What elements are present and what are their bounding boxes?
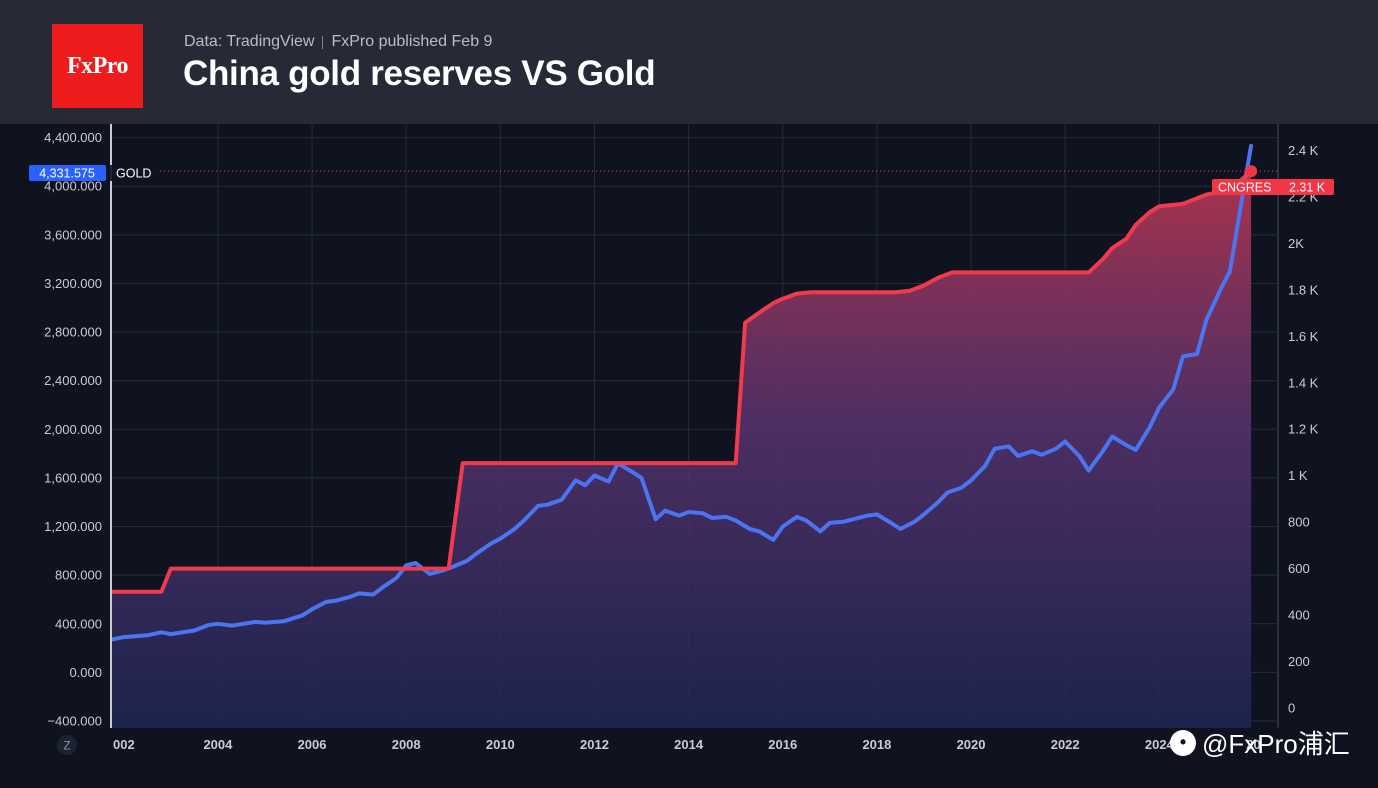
weibo-icon: • [1170, 729, 1196, 756]
right-tick-label: 2K [1288, 236, 1304, 251]
source-line: Data: TradingView FxPro published Feb 9 [184, 33, 492, 51]
gold-value-badge: 4,331.575 GOLD [29, 165, 160, 181]
right-tick-label: 1 K [1288, 468, 1308, 483]
left-tick-label: 0.000 [69, 665, 102, 680]
x-tick-label: 2014 [674, 737, 704, 752]
x-tick-label: 2004 [203, 737, 233, 752]
right-tick-label: 800 [1288, 515, 1310, 530]
left-tick-label: 1,600.000 [44, 470, 102, 485]
left-tick-label: 2,000.000 [44, 422, 102, 437]
left-tick-label: 3,200.000 [44, 276, 102, 291]
fxpro-logo: FxPro [52, 24, 143, 108]
meta-separator [322, 35, 324, 49]
reserves-last-point[interactable] [1245, 165, 1258, 178]
reserves-area-fill [112, 171, 1252, 728]
left-tick-label: 400.000 [55, 616, 102, 631]
x-tick-label: 002 [113, 737, 135, 752]
reserves-line[interactable] [112, 169, 1254, 594]
x-tick-label: 2022 [1051, 737, 1080, 752]
zoom-reset-button[interactable]: Z [57, 735, 77, 755]
left-tick-label: 2,800.000 [44, 325, 102, 340]
x-tick-label: 2010 [486, 737, 515, 752]
gold-price-line[interactable] [112, 143, 1254, 642]
gold-last-value: 4,331.575 [39, 167, 95, 181]
right-tick-label: 600 [1288, 561, 1310, 576]
chart-title: China gold reserves VS Gold [183, 54, 656, 93]
left-tick-label: 2,400.000 [44, 373, 102, 388]
x-tick-label: 2020 [957, 737, 986, 752]
left-tick-label: 4,400.000 [44, 130, 102, 145]
x-tick-label: 2016 [768, 737, 797, 752]
left-tick-label: 1,200.000 [44, 519, 102, 534]
left-tick-label: 3,600.000 [44, 227, 102, 242]
data-source: Data: TradingView [184, 33, 315, 50]
x-tick-label: 2024 [1145, 737, 1175, 752]
left-axis-labels: 4,400.000 4,000.000 3,600.000 3,200.000 2,80… [44, 130, 102, 728]
reserves-value-badge: CNGRES 2.31 K [1212, 179, 1334, 195]
x-tick-label: 2012 [580, 737, 609, 752]
right-tick-label: 1.6 K [1288, 329, 1319, 344]
right-tick-label: 400 [1288, 608, 1310, 623]
x-tick-label: 2018 [862, 737, 891, 752]
x-tick-label: 2008 [392, 737, 421, 752]
reserves-series-label: CNGRES [1218, 181, 1271, 195]
x-tick-label: 2006 [298, 737, 327, 752]
right-tick-label: 200 [1288, 654, 1310, 669]
gold-series-label: GOLD [116, 167, 151, 181]
left-tick-label: 4,000.000 [44, 179, 102, 194]
right-tick-label: 1.4 K [1288, 375, 1319, 390]
x-tick-label: 20 [1246, 737, 1260, 752]
reserves-last-value: 2.31 K [1289, 181, 1326, 195]
publish-date: FxPro published Feb 9 [331, 33, 493, 50]
chart-area[interactable]: 4,400.000 4,000.000 3,600.000 3,200.000 2,80… [0, 124, 1378, 788]
left-tick-label: −400.000 [47, 714, 102, 729]
watermark: • @FxPro浦汇 [1170, 724, 1350, 761]
right-tick-label: 1.8 K [1288, 282, 1319, 297]
zoom-z-icon: Z [63, 739, 70, 753]
right-tick-label: 2.4 K [1288, 143, 1319, 158]
right-tick-label: 1.2 K [1288, 422, 1319, 437]
left-tick-label: 800.000 [55, 568, 102, 583]
watermark-text: @FxPro浦汇 [1202, 729, 1350, 759]
x-axis-labels: 002 2004 2006 2008 2010 2012 2014 2016 2018 2020 2… [113, 737, 1261, 752]
right-tick-label: 0 [1288, 701, 1295, 716]
header-bar: FxPro Data: TradingView FxPro published … [0, 0, 1378, 124]
